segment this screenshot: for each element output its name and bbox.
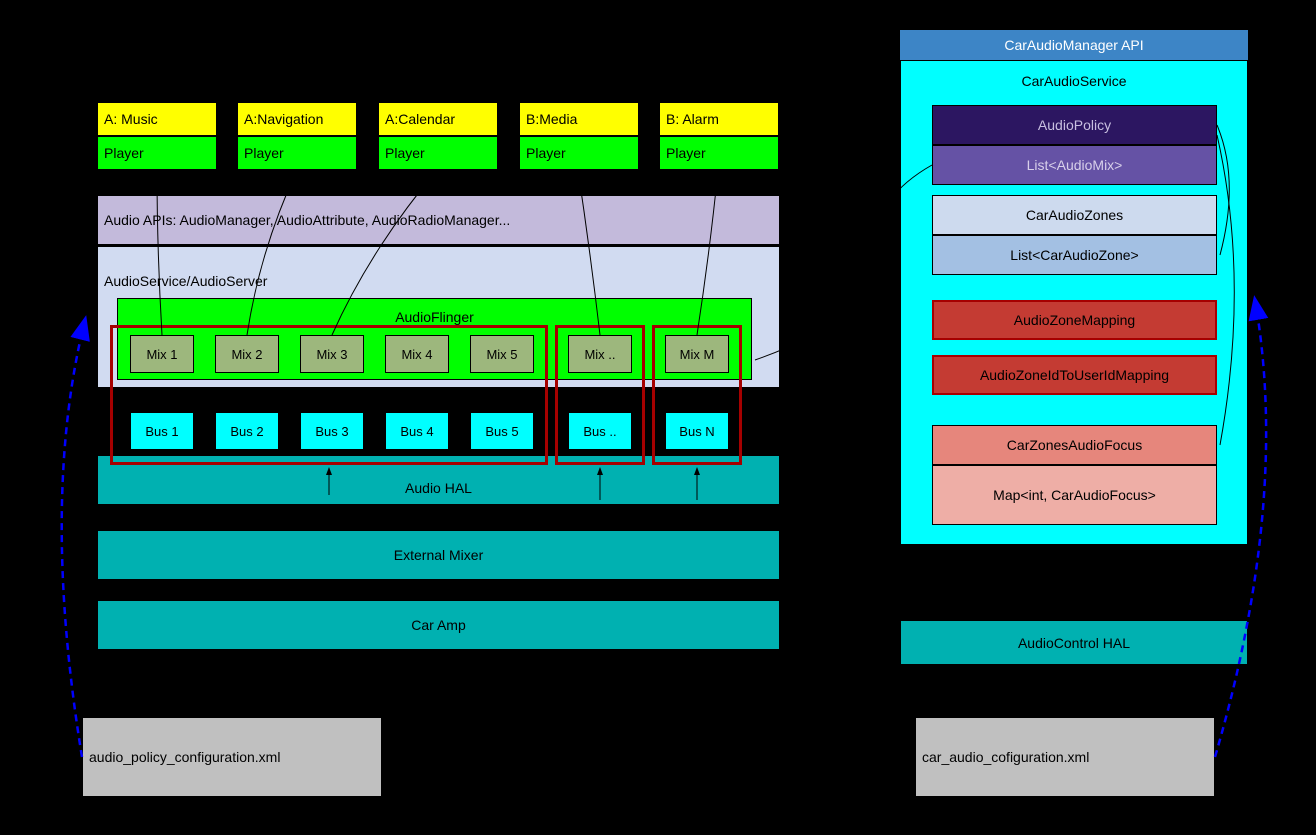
audio-policy-box: AudioPolicy: [932, 105, 1217, 145]
car-audio-manager-api-box: CarAudioManager API: [900, 30, 1248, 60]
config-left-box: audio_policy_configuration.xml: [82, 717, 382, 797]
map-int-car-audio-focus-label: Map<int, CarAudioFocus>: [993, 487, 1156, 503]
car-audio-zones-label: CarAudioZones: [1026, 207, 1123, 223]
car-audio-zones-box: CarAudioZones: [932, 195, 1217, 235]
audio-zone-id-user-id-box: AudioZoneIdToUserIdMapping: [932, 355, 1217, 395]
map-int-car-audio-focus-box: Map<int, CarAudioFocus>: [932, 465, 1217, 525]
external-mixer-label: External Mixer: [394, 547, 483, 563]
config-right-label: car_audio_cofiguration.xml: [922, 749, 1089, 765]
zone-box-1: [110, 325, 548, 465]
car-amp-box: Car Amp: [97, 600, 780, 650]
audio-apis-label: Audio APIs: AudioManager, AudioAttribute…: [104, 212, 510, 228]
app-bottom-1: Player: [237, 136, 357, 170]
list-car-audio-zone-box: List<CarAudioZone>: [932, 235, 1217, 275]
car-audio-service-label: CarAudioService: [1021, 73, 1126, 89]
app-bottom-0: Player: [97, 136, 217, 170]
list-audiomix-box: List<AudioMix>: [932, 145, 1217, 185]
car-zones-audio-focus-box: CarZonesAudioFocus: [932, 425, 1217, 465]
audio-control-hal-box: AudioControl HAL: [900, 620, 1248, 665]
zone-box-2: [555, 325, 645, 465]
config-left-label: audio_policy_configuration.xml: [89, 749, 280, 765]
app-top-3: B:Media: [519, 102, 639, 136]
app-top-0: A: Music: [97, 102, 217, 136]
car-zones-audio-focus-label: CarZonesAudioFocus: [1007, 437, 1142, 453]
app-bottom-2: Player: [378, 136, 498, 170]
audio-control-hal-label: AudioControl HAL: [1018, 635, 1130, 651]
app-bottom-4: Player: [659, 136, 779, 170]
list-audiomix-label: List<AudioMix>: [1027, 157, 1123, 173]
audio-flinger-label: AudioFlinger: [395, 309, 474, 325]
audio-zone-mapping-box: AudioZoneMapping: [932, 300, 1217, 340]
external-mixer-box: External Mixer: [97, 530, 780, 580]
audio-zone-mapping-label: AudioZoneMapping: [1014, 312, 1135, 328]
car-amp-label: Car Amp: [411, 617, 465, 633]
audio-service-label: AudioService/AudioServer: [104, 273, 267, 289]
app-top-4: B: Alarm: [659, 102, 779, 136]
list-car-audio-zone-label: List<CarAudioZone>: [1010, 247, 1138, 263]
app-bottom-3: Player: [519, 136, 639, 170]
app-top-1: A:Navigation: [237, 102, 357, 136]
audio-zone-id-user-id-label: AudioZoneIdToUserIdMapping: [980, 367, 1169, 383]
audio-apis-box: Audio APIs: AudioManager, AudioAttribute…: [97, 195, 780, 245]
config-right-box: car_audio_cofiguration.xml: [915, 717, 1215, 797]
app-top-2: A:Calendar: [378, 102, 498, 136]
zone-box-3: [652, 325, 742, 465]
car-audio-manager-api-label: CarAudioManager API: [1004, 37, 1143, 53]
audio-policy-label: AudioPolicy: [1038, 117, 1111, 133]
audio-hal-label: Audio HAL: [405, 480, 472, 496]
